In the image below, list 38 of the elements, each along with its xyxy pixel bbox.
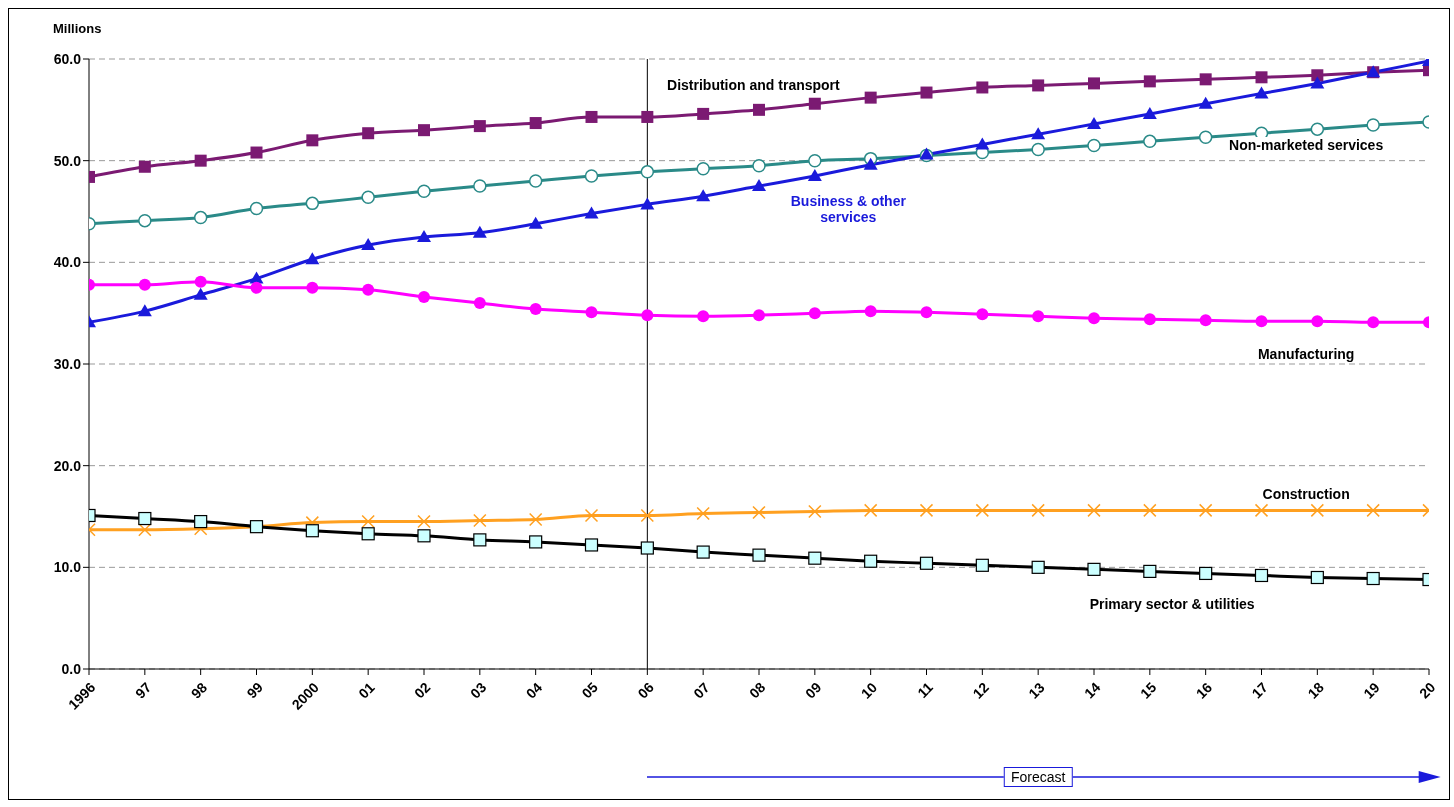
x-tick-label: 17 [1248, 679, 1272, 702]
x-tick-label: 15 [1136, 679, 1160, 702]
x-tick-label: 08 [746, 679, 769, 702]
text: Forecast [1003, 767, 1073, 787]
series-label: Construction [1262, 486, 1350, 503]
x-tick-label: 13 [1025, 679, 1048, 702]
x-tick-label: 12 [969, 679, 992, 702]
series-label: Primary sector & utilities [1089, 595, 1255, 612]
series-label: Non-marketed services [1229, 137, 1384, 154]
x-tick-label: 10 [857, 679, 881, 702]
x-tick-label: 14 [1081, 679, 1104, 702]
x-tick-label: 99 [243, 679, 267, 702]
y-axis-title: Millions [53, 21, 102, 36]
series-label: Distribution and transport [667, 77, 840, 94]
x-tick-label: 09 [801, 679, 825, 702]
y-tick-label: 40.0 [53, 254, 82, 271]
series-label: Business & other services [773, 193, 924, 226]
y-tick-label: 0.0 [61, 660, 82, 677]
x-tick-label: 20 [1416, 679, 1439, 702]
x-tick-label: 19 [1360, 679, 1383, 702]
x-tick-label: 97 [131, 679, 155, 702]
y-tick-label: 20.0 [53, 457, 82, 474]
x-tick-label: 98 [187, 679, 211, 702]
x-tick-label: 11 [914, 679, 937, 701]
y-tick-label: 10.0 [53, 559, 82, 576]
x-tick-label: 05 [578, 679, 602, 702]
x-tick-label: 16 [1192, 679, 1216, 702]
x-tick-label: 02 [411, 679, 434, 702]
y-tick-label: 30.0 [53, 355, 82, 372]
x-tick-label: 07 [690, 679, 713, 702]
series-label: Manufacturing [1257, 345, 1355, 362]
y-tick-label: 60.0 [53, 50, 82, 67]
x-tick-label: 01 [355, 679, 378, 702]
y-tick-label: 50.0 [53, 152, 82, 169]
x-tick-label: 06 [634, 679, 657, 702]
x-tick-label: 03 [466, 679, 490, 702]
x-tick-label: 18 [1304, 679, 1327, 702]
x-tick-label: 04 [522, 679, 546, 702]
